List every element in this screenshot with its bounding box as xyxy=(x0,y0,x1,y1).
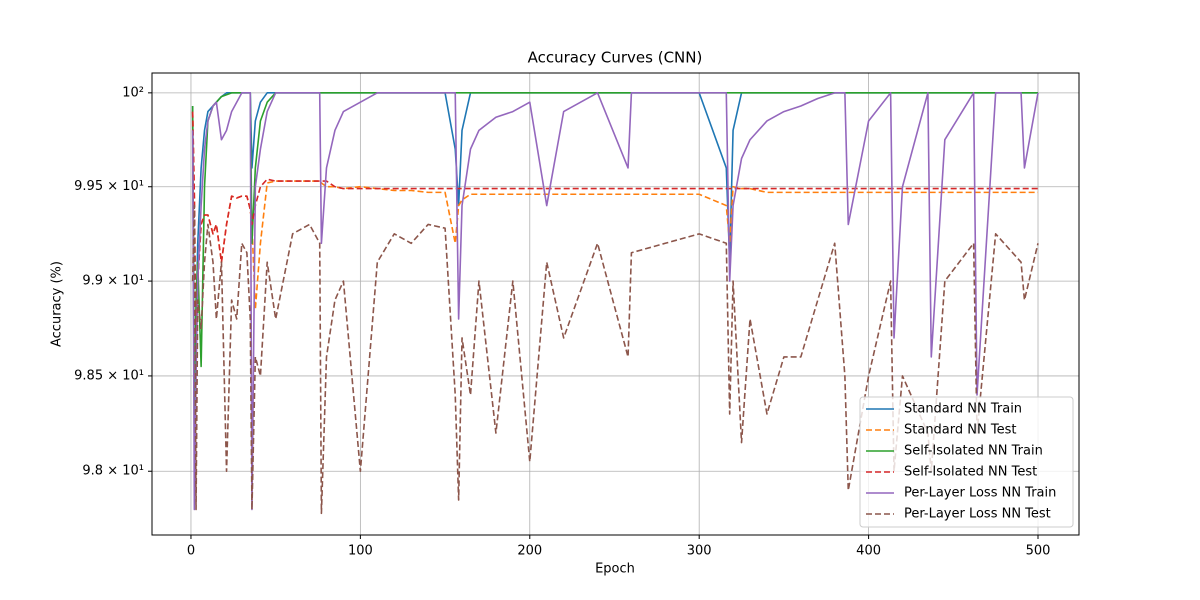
legend-label: Self-Isolated NN Test xyxy=(904,465,1037,480)
legend-label: Self-Isolated NN Train xyxy=(904,444,1043,459)
legend-label: Per-Layer Loss NN Train xyxy=(904,486,1056,501)
plot-frame xyxy=(151,72,1080,536)
x-tick-label: 100 xyxy=(348,544,373,559)
legend: Standard NN Train Standard NN Test Self-Is… xyxy=(859,396,1074,528)
legend-label: Standard NN Test xyxy=(904,423,1016,438)
x-tick-label: 300 xyxy=(687,544,712,559)
y-tick-label: 10² xyxy=(122,85,144,100)
x-tick-label: 400 xyxy=(856,544,881,559)
y-axis-label: Accuracy (%) xyxy=(50,261,65,347)
x-tick-label: 500 xyxy=(1026,544,1051,559)
x-tick-label: 0 xyxy=(187,544,195,559)
series-line xyxy=(191,92,1038,434)
plot-lines xyxy=(191,92,1039,515)
series-line xyxy=(191,204,1039,515)
series-line xyxy=(191,92,1039,511)
y-tick-label: 9.85 × 10¹ xyxy=(74,368,144,383)
legend-label: Per-Layer Loss NN Test xyxy=(904,507,1051,522)
y-tick-label: 9.9 × 10¹ xyxy=(82,274,144,289)
x-tick-label: 200 xyxy=(517,544,542,559)
legend-label: Standard NN Train xyxy=(904,402,1022,417)
legend-box xyxy=(859,396,1074,528)
series-line xyxy=(191,111,1038,358)
grid: 0 100 200 300 400 500 9.8 × 10¹ 9.85 × 10¹ 9.9 ×… xyxy=(74,73,1079,559)
y-tick-label: 9.8 × 10¹ xyxy=(82,464,144,479)
chart-title: Accuracy Curves (CNN) xyxy=(528,49,703,67)
y-tick-label: 9.95 × 10¹ xyxy=(74,179,144,194)
x-axis-label: Epoch xyxy=(595,562,635,577)
